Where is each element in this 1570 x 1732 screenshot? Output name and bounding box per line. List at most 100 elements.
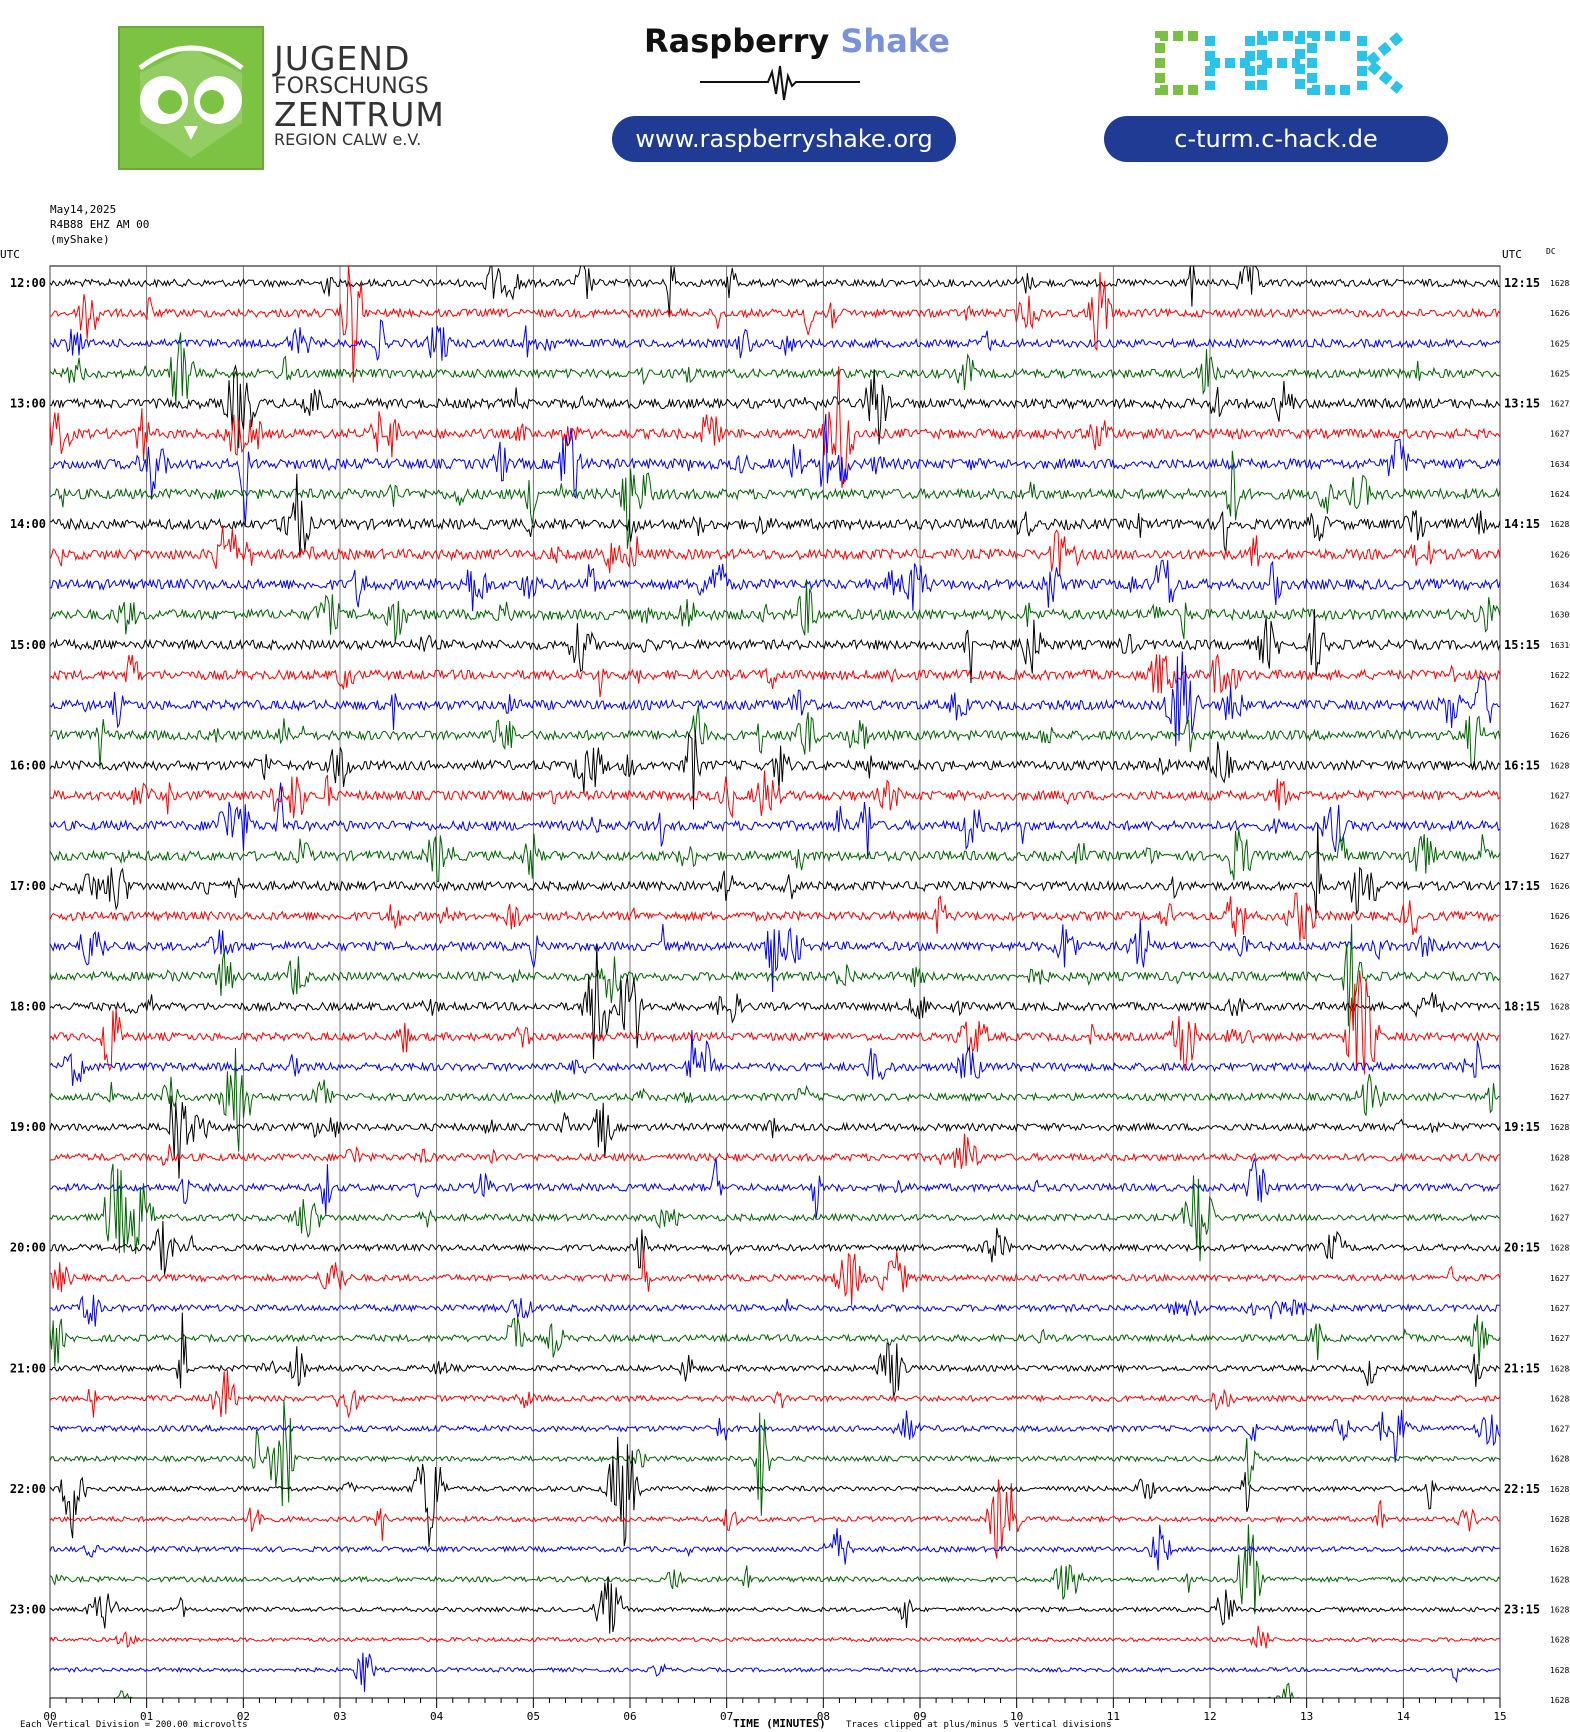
x-tick-label: 05 bbox=[527, 1710, 540, 1723]
hour-label-left: 13:00 bbox=[10, 397, 46, 411]
hour-label-left: 18:00 bbox=[10, 1000, 46, 1014]
trace-line bbox=[49, 581, 1501, 644]
trace-line bbox=[49, 1157, 1501, 1219]
trace-line bbox=[49, 1220, 1501, 1275]
seismic-wave-icon bbox=[700, 62, 860, 104]
chack-link[interactable]: c-turm.c-hack.de bbox=[1104, 116, 1448, 162]
hour-label-left: 19:00 bbox=[10, 1120, 46, 1134]
dc-value: 16264 bbox=[1550, 912, 1570, 921]
hour-label-right: 14:15 bbox=[1504, 517, 1540, 531]
hour-label-right: 16:15 bbox=[1504, 758, 1540, 772]
trace-line bbox=[49, 654, 1501, 698]
dc-value: 16282 bbox=[1550, 1515, 1570, 1524]
trace-line bbox=[49, 919, 1501, 993]
dc-value: 16266 bbox=[1550, 550, 1570, 559]
jfz-line-1: JUGEND bbox=[274, 39, 411, 78]
trace-line bbox=[49, 1652, 1501, 1692]
dc-value: 16278 bbox=[1550, 792, 1570, 801]
jfz-wordmark: JUGEND FORSCHUNGS ZENTRUM REGION CALW e.… bbox=[274, 42, 445, 149]
trace-line bbox=[49, 829, 1501, 883]
x-axis-title: TIME (MINUTES) bbox=[733, 1717, 826, 1730]
trace-line bbox=[49, 1576, 1501, 1634]
trace-line bbox=[49, 1436, 1501, 1547]
hour-label-right: 15:15 bbox=[1504, 638, 1540, 652]
hour-label-right: 22:15 bbox=[1504, 1482, 1540, 1496]
trace-line bbox=[49, 265, 1500, 317]
dc-value: 16282 bbox=[1550, 1244, 1570, 1253]
trace-line bbox=[49, 1369, 1501, 1419]
helicorder-chart: May14,2025 R4B88 EHZ AM 00 (myShake) UTC… bbox=[0, 203, 1570, 1730]
trace-line bbox=[50, 1682, 1500, 1699]
trace-line bbox=[49, 1524, 1501, 1571]
dc-value: 16278 bbox=[1550, 1304, 1570, 1313]
dc-value: 16283 bbox=[1550, 1575, 1570, 1584]
trace-line bbox=[49, 366, 1501, 489]
footer-scale-note: Each Vertical Division = 200.00 microvol… bbox=[20, 1720, 248, 1730]
x-tick-label: 09 bbox=[913, 1710, 926, 1723]
dc-value: 16262 bbox=[1550, 942, 1570, 951]
raspberry-shake-wordmark: Raspberry Shake bbox=[644, 22, 950, 60]
hour-label-left: 12:00 bbox=[10, 276, 46, 290]
utc-label-left: UTC bbox=[0, 248, 20, 261]
jfz-line-3: ZENTRUM bbox=[274, 95, 445, 134]
dc-value: 16277 bbox=[1550, 972, 1570, 981]
chart-date: May14,2025 bbox=[50, 203, 116, 216]
hour-label-left: 22:00 bbox=[10, 1482, 46, 1496]
dc-value: 16279 bbox=[1550, 1334, 1570, 1343]
hour-label-left: 15:00 bbox=[10, 638, 46, 652]
dc-value: 16286 bbox=[1550, 1394, 1570, 1403]
dc-value: 16285 bbox=[1550, 1455, 1570, 1464]
x-tick-label: 10 bbox=[1010, 1710, 1023, 1723]
hour-label-left: 21:00 bbox=[10, 1361, 46, 1375]
x-tick-label: 08 bbox=[817, 1710, 830, 1723]
utc-label-right: UTC bbox=[1502, 248, 1522, 261]
x-tick-label: 11 bbox=[1107, 1710, 1120, 1723]
dc-value: 16243 bbox=[1550, 490, 1570, 499]
dc-value: 16278 bbox=[1550, 701, 1570, 710]
trace-line bbox=[49, 892, 1500, 942]
dc-value: 16282 bbox=[1550, 1003, 1570, 1012]
trace-line bbox=[49, 1524, 1501, 1615]
trace-line bbox=[49, 525, 1501, 577]
x-tick-label: 02 bbox=[237, 1710, 250, 1723]
dc-value: 16283 bbox=[1550, 1666, 1570, 1675]
trace-line bbox=[49, 413, 1501, 527]
chart-source: (myShake) bbox=[50, 233, 110, 246]
dc-value: 16310 bbox=[1550, 641, 1570, 650]
plot-frame bbox=[49, 265, 1501, 1699]
dc-value: 16279 bbox=[1550, 1425, 1570, 1434]
dc-value: 16268 bbox=[1550, 882, 1570, 891]
hour-label-left: 14:00 bbox=[10, 517, 46, 531]
trace-line bbox=[49, 473, 1501, 558]
dc-value: 16287 bbox=[1550, 520, 1570, 529]
trace-line bbox=[49, 1312, 1501, 1399]
hour-label-right: 20:15 bbox=[1504, 1241, 1540, 1255]
trace-line bbox=[49, 1047, 1501, 1152]
dc-value: 16264 bbox=[1550, 309, 1570, 318]
trace-line bbox=[49, 1625, 1501, 1649]
trace-line bbox=[49, 1133, 1501, 1169]
hour-label-left: 23:00 bbox=[10, 1602, 46, 1616]
trace-line bbox=[49, 704, 1501, 771]
hour-label-right: 17:15 bbox=[1504, 879, 1540, 893]
dc-value: 16283 bbox=[1550, 1605, 1570, 1614]
trace-line bbox=[49, 364, 1501, 449]
trace-line bbox=[49, 1095, 1501, 1179]
trace-line bbox=[49, 1294, 1501, 1327]
trace-line bbox=[49, 559, 1501, 612]
hour-label-right: 13:15 bbox=[1504, 397, 1540, 411]
raspberry-shake-link[interactable]: www.raspberryshake.org bbox=[612, 116, 956, 162]
x-tick-label: 04 bbox=[430, 1710, 444, 1723]
dc-value: 16347 bbox=[1550, 460, 1570, 469]
footer-clip-note: Traces clipped at plus/minus 5 vertical … bbox=[846, 1720, 1112, 1730]
dc-value: 16227 bbox=[1550, 671, 1570, 680]
dc-value: 16278 bbox=[1550, 1093, 1570, 1102]
hour-label-left: 20:00 bbox=[10, 1241, 46, 1255]
dc-value: 16282 bbox=[1550, 279, 1570, 288]
trace-line bbox=[49, 970, 1501, 1075]
dc-value: 16276 bbox=[1550, 1033, 1570, 1042]
dc-value: 16259 bbox=[1550, 339, 1570, 348]
dc-value: 16277 bbox=[1550, 1274, 1570, 1283]
